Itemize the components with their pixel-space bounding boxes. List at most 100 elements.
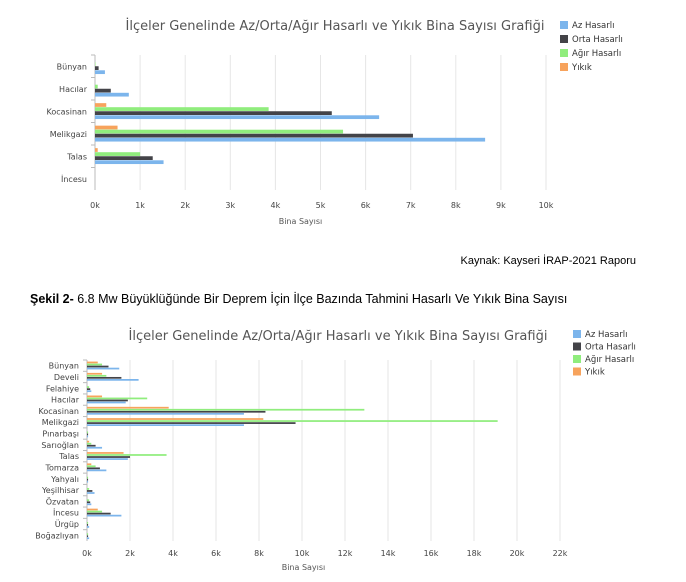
legend-swatch (560, 63, 568, 71)
bar-yikik (87, 508, 98, 511)
bar-orta (95, 88, 111, 93)
bar-agir (87, 454, 167, 456)
bar-az (95, 70, 105, 75)
bar-agir (87, 408, 365, 411)
bar-agir (87, 521, 89, 524)
bar-orta (87, 456, 130, 458)
x-tick-label: 9k (496, 201, 506, 210)
bar-agir (95, 84, 98, 89)
legend-label: Orta Hasarlı (572, 35, 623, 45)
bar-az (87, 526, 90, 528)
chart-title: İlçeler Genelinde Az/Orta/Ağır Hasarlı v… (126, 18, 545, 34)
bar-az (87, 379, 139, 381)
bar-yikik (87, 372, 103, 375)
bar-orta (87, 422, 296, 424)
x-tick-label: 10k (539, 201, 554, 210)
bar-orta (87, 444, 96, 447)
category-label: İncesu (61, 174, 87, 184)
bar-az (87, 424, 244, 426)
bar-az (87, 458, 128, 460)
bar-az (87, 401, 126, 404)
bar-agir (95, 107, 269, 111)
bar-agir (87, 431, 89, 434)
bar-orta (87, 376, 122, 379)
bar-az (87, 367, 120, 370)
legend-swatch (573, 367, 581, 376)
x-tick-label: 3k (225, 201, 235, 210)
bar-agir (87, 499, 90, 502)
category-label: Bünyan (57, 62, 87, 71)
bar-az (87, 390, 92, 393)
x-tick-label: 14k (381, 549, 396, 558)
bar-agir (87, 397, 148, 400)
category-label: Felahiye (46, 384, 79, 393)
category-label: Develi (54, 373, 79, 382)
category-label: Özvatan (46, 496, 79, 506)
bar-az (87, 537, 90, 540)
bar-yikik (87, 418, 264, 420)
bar-orta (95, 156, 153, 160)
bar-orta (95, 111, 332, 115)
bar-az (95, 115, 380, 120)
bar-orta (87, 399, 128, 402)
x-tick-label: 6k (361, 201, 371, 210)
bar-az (95, 160, 164, 165)
category-label: Hacılar (59, 85, 88, 94)
category-label: Melikgazi (42, 418, 79, 427)
legend-swatch (560, 21, 568, 29)
x-tick-label: 2k (125, 549, 135, 558)
bar-agir (95, 129, 344, 134)
x-axis-label: Bina Sayısı (279, 217, 323, 226)
bar-orta (87, 388, 91, 391)
category-label: Yeşilhisar (41, 486, 80, 495)
figure-caption: Şekil 2- 6.8 Mw Büyüklüğünde Bir Deprem … (30, 292, 567, 306)
bar-orta (87, 433, 89, 436)
legend-swatch (560, 35, 568, 43)
x-tick-label: 20k (510, 549, 525, 558)
bar-az (87, 514, 122, 517)
bar-agir (87, 386, 90, 388)
legend-label: Az Hasarlı (585, 330, 627, 340)
category-label: Tomarza (44, 463, 79, 472)
x-tick-label: 4k (271, 201, 281, 210)
x-tick-label: 2k (180, 201, 190, 210)
x-tick-label: 18k (467, 549, 482, 558)
bar-orta (87, 467, 100, 470)
bar-agir (95, 152, 141, 156)
caption-text: 6.8 Mw Büyüklüğünde Bir Deprem İçin İlçe… (73, 292, 568, 306)
category-label: Kocasinan (47, 107, 87, 116)
bar-yikik (95, 103, 107, 107)
x-tick-label: 8k (254, 549, 264, 558)
legend-swatch (573, 342, 581, 351)
x-tick-label: 7k (406, 201, 416, 210)
bar-orta (87, 524, 89, 526)
chart-1: İlçeler Genelinde Az/Orta/Ağır Hasarlı v… (47, 18, 623, 226)
bar-agir (87, 476, 89, 479)
legend-label: Ağır Hasarlı (585, 355, 634, 365)
bar-agir (87, 420, 498, 422)
caption-prefix: Şekil 2- (30, 292, 74, 306)
bar-az (87, 480, 89, 483)
bar-orta (87, 501, 91, 504)
bar-agir (87, 465, 96, 468)
legend-label: Orta Hasarlı (585, 343, 636, 353)
bar-orta (87, 512, 111, 515)
bar-az (87, 412, 244, 415)
legend-label: Yıkık (571, 63, 592, 73)
category-label: Pınarbaşı (42, 430, 79, 439)
x-tick-label: 6k (211, 549, 221, 558)
x-tick-label: 1k (135, 201, 145, 210)
chart-2: İlçeler Genelinde Az/Orta/Ağır Hasarlı v… (35, 328, 636, 572)
bar-agir (87, 510, 103, 513)
category-label: Sarıoğlan (41, 441, 79, 450)
bar-orta (87, 410, 266, 413)
bar-az (87, 435, 89, 438)
x-axis-label: Bina Sayısı (282, 563, 326, 572)
bar-az (87, 492, 95, 494)
bar-yikik (87, 361, 98, 364)
x-tick-label: 4k (168, 549, 178, 558)
bar-yikik (87, 395, 103, 398)
x-tick-label: 8k (451, 201, 461, 210)
bar-agir (87, 363, 103, 366)
